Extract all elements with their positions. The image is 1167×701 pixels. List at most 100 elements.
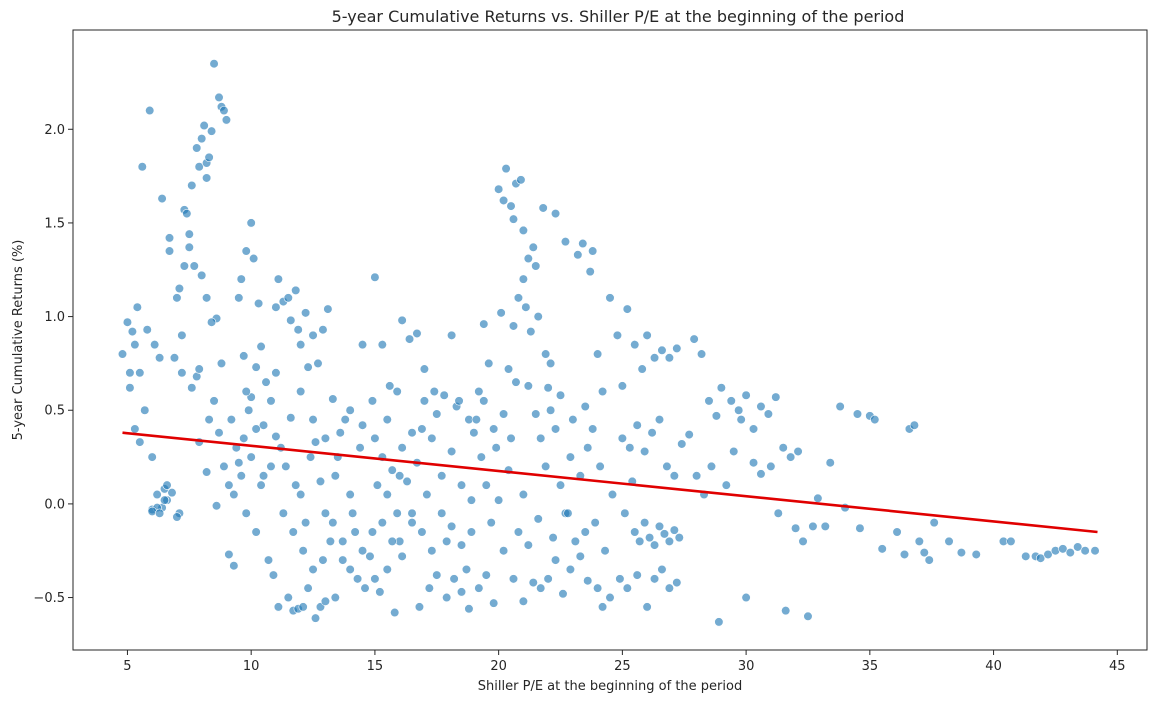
data-point [531,261,541,271]
data-point [330,592,340,603]
data-point [729,446,739,457]
data-point [164,246,175,256]
data-point [565,564,576,575]
data-point [130,340,140,350]
data-point [771,392,781,402]
data-point [630,527,640,537]
data-point [600,546,610,556]
data-point [345,564,355,575]
data-point [479,319,489,329]
data-point [202,467,212,477]
data-point [229,489,239,500]
data-point [466,495,477,505]
data-point [531,409,541,419]
data-point [427,546,437,556]
data-point [585,267,595,277]
data-point [328,394,338,404]
data-point [647,428,657,438]
data-point [382,415,392,425]
data-point [125,368,135,378]
data-point [130,424,140,434]
data-point [1006,536,1016,546]
data-point [632,420,642,430]
data-point [308,564,318,575]
data-point [622,583,632,593]
data-point [489,424,499,434]
data-point [1043,549,1053,560]
data-point [494,184,504,194]
data-point [721,480,731,490]
data-point [206,317,217,327]
x-tick-label: 30 [738,659,755,674]
data-point [271,368,281,378]
data-point [924,555,934,565]
data-point [417,527,427,537]
data-point [414,602,425,612]
data-point [211,501,222,511]
data-point [560,237,571,247]
data-point [622,304,632,314]
data-point [147,452,157,462]
data-point [835,401,845,412]
data-point [432,570,442,580]
data-point [523,540,533,550]
data-point [392,508,402,518]
data-point [778,443,788,453]
data-point [197,270,207,280]
data-point [536,433,546,443]
data-point [642,602,652,612]
data-point [429,386,439,397]
data-point [194,162,204,172]
data-point [291,480,301,490]
data-point [456,587,467,597]
data-point [714,617,724,627]
data-point [298,602,308,612]
data-point [350,527,360,537]
data-point [820,521,830,531]
data-point [338,536,348,546]
data-point [291,285,301,295]
data-point [1080,546,1090,556]
data-point [546,358,556,369]
data-point [271,302,281,312]
data-point [456,540,467,550]
data-point [677,439,687,449]
data-point [593,349,603,359]
data-point [543,574,553,584]
data-point [454,396,464,406]
data-point [202,173,212,183]
data-point [469,428,479,438]
data-point [506,433,516,443]
data-point [357,420,368,430]
data-point [855,523,865,533]
data-point [447,446,457,457]
data-point [748,424,759,434]
data-point [919,547,929,558]
data-point [642,330,652,340]
data-point [766,461,776,472]
data-point [664,536,674,546]
data-point [387,536,397,546]
data-point [202,293,212,303]
data-point [419,396,430,406]
data-point [563,508,573,518]
data-point [422,489,432,500]
data-point [929,518,939,528]
data-point [605,592,615,603]
data-point [471,415,481,425]
data-point [318,555,328,565]
data-point [315,476,326,487]
y-tick-label: −0.5 [33,591,65,606]
data-point [199,120,209,131]
data-point [669,525,679,535]
data-point [150,340,160,350]
data-point [689,334,699,344]
data-point [155,508,165,518]
data-point [204,152,214,162]
data-point [177,330,187,340]
data-point [236,274,246,284]
data-point [305,452,316,462]
data-point [355,443,365,453]
data-point [345,489,355,500]
